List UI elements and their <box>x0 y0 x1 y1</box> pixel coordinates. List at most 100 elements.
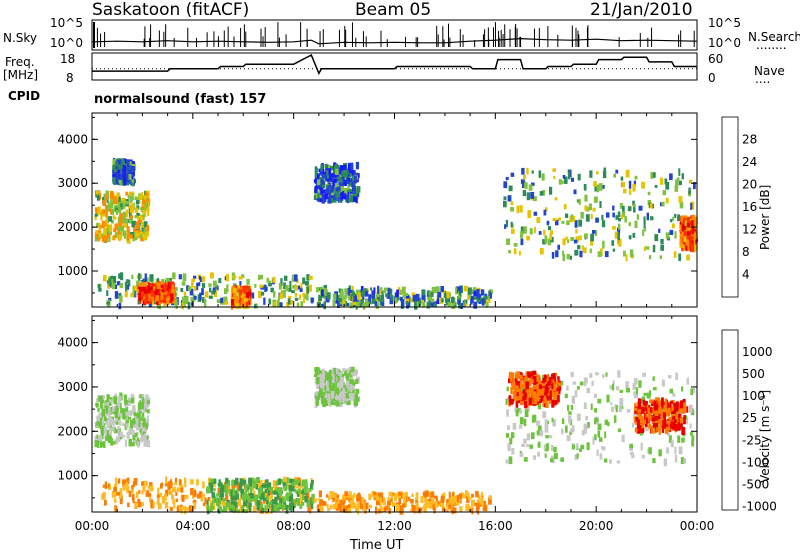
power-data-cell <box>105 190 109 197</box>
power-data-cell <box>141 292 145 298</box>
velocity-data-cell <box>680 457 684 465</box>
power-data-cell <box>96 194 99 198</box>
power-data-cell <box>590 239 594 246</box>
power-data-cell <box>138 282 141 289</box>
power-data-cell <box>156 278 160 282</box>
velocity-data-cell <box>674 403 678 410</box>
velocity-data-cell <box>147 409 150 414</box>
velocity-data-cell <box>522 395 525 401</box>
velocity-data-cell <box>322 391 326 395</box>
velocity-data-cell <box>331 491 335 498</box>
velocity-data-cell <box>346 401 350 405</box>
velocity-data-cell <box>159 483 163 489</box>
velocity-data-cell <box>326 374 331 378</box>
velocity-data-cell <box>127 416 132 420</box>
velocity-data-cell <box>113 483 118 488</box>
power-data-cell <box>507 195 512 202</box>
power-data-cell <box>536 217 541 223</box>
velocity-data-cell <box>140 402 144 410</box>
velocity-data-cell <box>201 493 205 498</box>
velocity-data-cell <box>178 509 182 513</box>
velocity-data-cell <box>225 477 229 484</box>
power-data-cell <box>128 171 132 176</box>
velocity-data-cell <box>273 500 278 505</box>
velocity-data-cell <box>637 428 640 432</box>
power-data-cell <box>326 174 331 179</box>
power-data-cell <box>119 232 122 236</box>
power-data-cell <box>612 248 616 252</box>
power-data-cell <box>477 299 481 303</box>
power-data-cell <box>527 210 532 219</box>
power-data-cell <box>305 281 309 286</box>
velocity-data-cell <box>318 386 322 394</box>
power-data-cell <box>508 250 512 254</box>
power-data-cell <box>137 216 141 222</box>
power-data-cell <box>340 173 345 182</box>
power-data-cell <box>352 294 356 299</box>
power-data-cell <box>308 284 312 292</box>
power-data-cell <box>111 220 114 224</box>
velocity-data-cell <box>335 387 340 394</box>
velocity-data-cell <box>345 370 350 379</box>
velocity-data-cell <box>99 418 103 427</box>
power-data-cell <box>690 226 693 233</box>
velocity-data-cell <box>126 431 130 439</box>
velocity-data-cell <box>602 446 606 451</box>
velocity-data-cell <box>335 368 339 373</box>
velocity-data-cell <box>634 390 638 399</box>
power-data-cell <box>141 214 145 221</box>
velocity-data-cell <box>322 373 325 379</box>
velocity-data-cell <box>285 505 289 514</box>
time-tick-label: 00:00 <box>680 519 715 533</box>
power-data-cell <box>143 286 147 292</box>
power-data-cell <box>386 293 391 299</box>
power-data-cell <box>371 290 374 298</box>
power-data-cell <box>519 205 523 213</box>
cpid-text: normalsound (fast) 157 <box>94 92 267 107</box>
velocity-data-cell <box>394 493 397 502</box>
power-data-cell <box>122 230 127 237</box>
power-data-cell <box>645 246 650 250</box>
velocity-data-cell <box>302 495 305 501</box>
power-data-cell <box>641 181 646 189</box>
velocity-data-cell <box>355 393 359 401</box>
velocity-data-cell <box>480 497 484 505</box>
power-data-cell <box>652 172 656 178</box>
power-data-cell <box>109 231 112 235</box>
velocity-data-cell <box>404 493 407 501</box>
power-data-cell <box>138 293 142 302</box>
power-data-cell <box>204 298 207 307</box>
velocity-data-cell <box>586 442 590 451</box>
power-data-cell <box>280 278 283 286</box>
velocity-data-cell <box>550 444 554 451</box>
power-data-cell <box>146 207 150 212</box>
power-data-cell <box>128 191 132 197</box>
power-data-cell <box>268 282 272 287</box>
power-data-cell <box>112 214 115 220</box>
power-data-cell <box>506 238 510 245</box>
power-data-cell <box>120 158 125 167</box>
velocity-data-cell <box>328 369 332 378</box>
velocity-data-cell <box>551 389 554 396</box>
power-data-cell <box>338 297 342 302</box>
power-data-cell <box>107 283 111 289</box>
power-data-cell <box>691 220 694 227</box>
power-data-cell <box>333 173 338 178</box>
velocity-data-cell <box>682 420 686 425</box>
velocity-colorbar-tick: -100 <box>742 455 769 469</box>
power-data-cell <box>117 159 122 165</box>
velocity-data-cell <box>524 457 528 462</box>
power-data-cell <box>137 220 140 225</box>
velocity-data-cell <box>666 403 670 407</box>
power-data-cell <box>108 233 111 238</box>
velocity-data-cell <box>543 397 547 404</box>
velocity-data-cell <box>295 490 298 494</box>
velocity-data-cell <box>315 391 319 396</box>
velocity-data-cell <box>415 502 419 510</box>
power-data-cell <box>109 194 114 199</box>
velocity-data-cell <box>523 392 527 399</box>
velocity-data-cell <box>113 396 118 405</box>
power-data-cell <box>202 297 205 303</box>
power-data-cell <box>198 276 201 280</box>
velocity-data-cell <box>259 482 262 486</box>
